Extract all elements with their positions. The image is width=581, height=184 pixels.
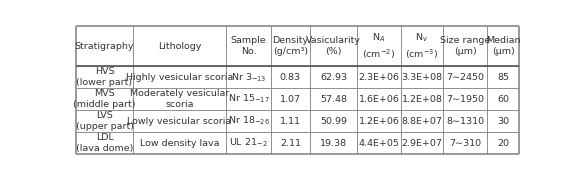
Bar: [133, 26, 227, 66]
Bar: [133, 132, 227, 154]
Bar: [271, 88, 310, 110]
Text: LVS
(upper part): LVS (upper part): [76, 111, 134, 131]
Bar: [310, 88, 357, 110]
Bar: [443, 132, 487, 154]
Bar: [443, 110, 487, 132]
Bar: [310, 110, 357, 132]
Bar: [227, 26, 271, 66]
Bar: [401, 132, 443, 154]
Text: 57.48: 57.48: [320, 95, 347, 104]
Text: 7∼1950: 7∼1950: [446, 95, 484, 104]
Bar: [401, 88, 443, 110]
Text: 20: 20: [497, 139, 510, 148]
Text: 0.83: 0.83: [280, 73, 301, 82]
Text: 2.11: 2.11: [280, 139, 301, 148]
Text: 85: 85: [497, 73, 510, 82]
Text: Lithology: Lithology: [158, 42, 201, 51]
Text: N$_v$
(cm$^{-3}$): N$_v$ (cm$^{-3}$): [406, 32, 439, 61]
Text: Median
(μm): Median (μm): [486, 36, 521, 56]
Bar: [76, 66, 133, 88]
Text: Nr 18$_{-26}$: Nr 18$_{-26}$: [228, 115, 270, 128]
Text: Moderately vesicular
scoria: Moderately vesicular scoria: [130, 89, 229, 109]
Bar: [76, 110, 133, 132]
Text: N$_A$
(cm$^{-2}$): N$_A$ (cm$^{-2}$): [363, 32, 396, 61]
Text: 7∼310: 7∼310: [449, 139, 481, 148]
Text: Size range
(μm): Size range (μm): [440, 36, 490, 56]
Text: Density
(g/cm³): Density (g/cm³): [272, 36, 309, 56]
Text: 62.93: 62.93: [320, 73, 347, 82]
Bar: [357, 26, 401, 66]
Bar: [227, 110, 271, 132]
Bar: [443, 26, 487, 66]
Bar: [310, 132, 357, 154]
Text: 7∼2450: 7∼2450: [446, 73, 484, 82]
Text: 8∼1310: 8∼1310: [446, 117, 484, 126]
Bar: [487, 110, 519, 132]
Bar: [76, 26, 133, 66]
Bar: [310, 66, 357, 88]
Text: UL 21$_{-2}$: UL 21$_{-2}$: [229, 137, 268, 149]
Text: 2.9E+07: 2.9E+07: [401, 139, 443, 148]
Bar: [227, 66, 271, 88]
Text: 1.11: 1.11: [280, 117, 301, 126]
Text: 19.38: 19.38: [320, 139, 347, 148]
Bar: [401, 66, 443, 88]
Bar: [310, 26, 357, 66]
Text: LDL
(lava dome): LDL (lava dome): [76, 133, 133, 153]
Bar: [271, 110, 310, 132]
Text: 50.99: 50.99: [320, 117, 347, 126]
Text: 1.07: 1.07: [280, 95, 301, 104]
Text: 60: 60: [497, 95, 510, 104]
Bar: [357, 110, 401, 132]
Bar: [487, 132, 519, 154]
Bar: [227, 88, 271, 110]
Bar: [357, 88, 401, 110]
Text: 2.3E+06: 2.3E+06: [358, 73, 400, 82]
Bar: [487, 26, 519, 66]
Bar: [487, 66, 519, 88]
Bar: [271, 66, 310, 88]
Bar: [271, 132, 310, 154]
Bar: [487, 88, 519, 110]
Text: HVS
(lower part): HVS (lower part): [77, 67, 132, 87]
Text: Nr 15$_{-17}$: Nr 15$_{-17}$: [228, 93, 270, 105]
Text: Nr 3$_{-13}$: Nr 3$_{-13}$: [231, 71, 266, 84]
Text: 1.2E+06: 1.2E+06: [358, 117, 399, 126]
Bar: [133, 88, 227, 110]
Bar: [76, 132, 133, 154]
Bar: [401, 26, 443, 66]
Bar: [227, 132, 271, 154]
Text: 30: 30: [497, 117, 510, 126]
Bar: [76, 88, 133, 110]
Text: Sample
No.: Sample No.: [231, 36, 266, 56]
Bar: [271, 26, 310, 66]
Text: 3.3E+08: 3.3E+08: [401, 73, 443, 82]
Text: 1.6E+06: 1.6E+06: [358, 95, 399, 104]
Bar: [401, 110, 443, 132]
Text: MVS
(middle part): MVS (middle part): [73, 89, 136, 109]
Text: 8.8E+07: 8.8E+07: [401, 117, 443, 126]
Text: Lowly vesicular scoria: Lowly vesicular scoria: [127, 117, 232, 126]
Text: Vasicularity
(%): Vasicularity (%): [306, 36, 361, 56]
Bar: [357, 132, 401, 154]
Bar: [133, 66, 227, 88]
Text: Stratigraphy: Stratigraphy: [75, 42, 134, 51]
Bar: [357, 66, 401, 88]
Text: Highly vesicular scoria: Highly vesicular scoria: [126, 73, 233, 82]
Text: 4.4E+05: 4.4E+05: [358, 139, 399, 148]
Text: 1.2E+08: 1.2E+08: [401, 95, 443, 104]
Bar: [443, 66, 487, 88]
Text: Low density lava: Low density lava: [140, 139, 220, 148]
Bar: [443, 88, 487, 110]
Bar: [133, 110, 227, 132]
